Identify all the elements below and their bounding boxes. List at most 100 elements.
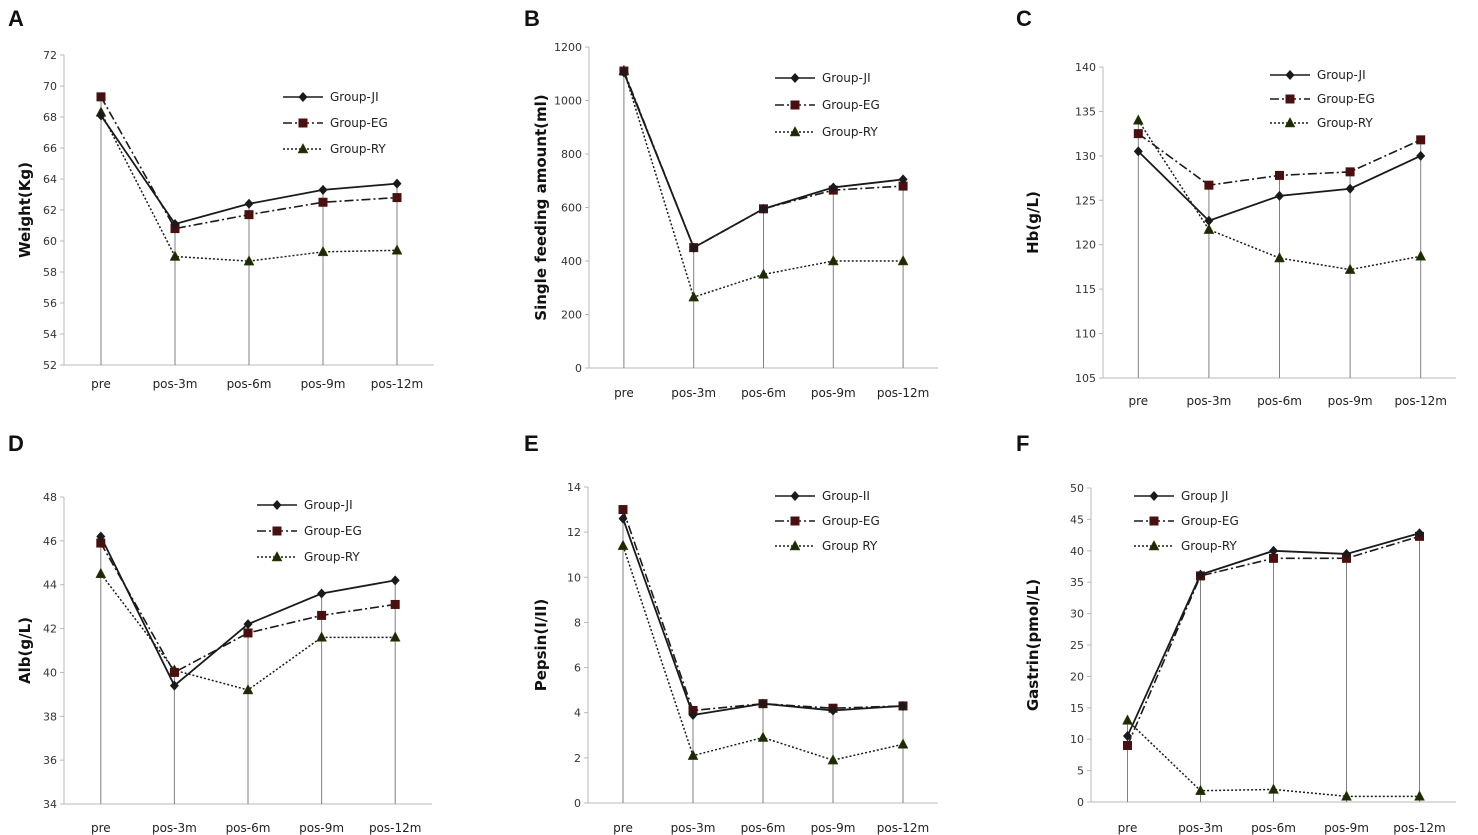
y-tick-label: 58 <box>43 266 57 279</box>
legend-label: Group RY <box>822 539 878 553</box>
data-point <box>391 244 403 255</box>
y-tick-label: 105 <box>1075 372 1096 385</box>
y-tick-label: 30 <box>1070 608 1084 621</box>
y-tick-label: 10 <box>567 571 581 584</box>
x-tick-label: pos-6m <box>226 821 271 835</box>
legend-marker <box>297 142 309 154</box>
x-tick-label: pos-12m <box>369 821 422 835</box>
y-tick-label: 56 <box>43 297 57 310</box>
y-tick-label: 34 <box>43 798 57 811</box>
y-tick-label: 0 <box>1077 796 1084 809</box>
x-tick-label: pos-12m <box>877 386 930 400</box>
y-tick-label: 6 <box>574 662 581 675</box>
data-point <box>1133 129 1143 139</box>
data-point <box>618 513 628 524</box>
data-point <box>688 291 700 302</box>
data-point <box>1416 150 1426 161</box>
data-point <box>828 705 838 716</box>
data-point <box>96 538 106 548</box>
legend-marker <box>790 100 800 110</box>
x-tick-label: pos-3m <box>1178 821 1223 835</box>
data-point <box>392 178 402 189</box>
panel-f: F 0 5 10 15 20 25 30 35 40 45 50 pre pos-3m pos-6m pos-… <box>1016 431 1456 835</box>
data-point <box>688 709 698 720</box>
data-point <box>1345 183 1355 194</box>
data-point <box>898 174 908 185</box>
panel-e: E 0 2 4 6 8 10 12 14 pre pos-3m pos-6m pos-9m pos-12m… <box>524 431 938 835</box>
data-point <box>1195 784 1206 795</box>
y-tick-label: 40 <box>43 666 57 679</box>
y-tick-label: 38 <box>43 710 57 723</box>
data-point <box>1415 528 1424 539</box>
data-point <box>1122 714 1133 725</box>
y-tick-label: 70 <box>43 80 57 93</box>
data-point <box>1123 740 1132 750</box>
y-tick-label: 115 <box>1075 283 1096 296</box>
y-tick-label: 68 <box>43 111 57 124</box>
data-point <box>1196 569 1205 580</box>
data-point <box>757 731 769 742</box>
y-tick-label: 54 <box>43 328 57 341</box>
data-point <box>1274 252 1285 263</box>
legend-marker <box>298 92 308 102</box>
data-point <box>828 182 838 193</box>
x-tick-label: pos-3m <box>671 386 716 400</box>
legend-marker <box>1284 116 1296 128</box>
y-tick-label: 4 <box>574 707 581 720</box>
data-point <box>244 198 254 209</box>
x-tick-label: pos-3m <box>152 821 197 835</box>
y-tick-label: 1000 <box>554 95 582 108</box>
data-point <box>170 218 180 229</box>
legend-marker <box>272 500 282 510</box>
y-tick-label: 20 <box>1070 670 1084 683</box>
y-tick-label: 25 <box>1070 639 1084 652</box>
y-tick-label: 10 <box>1070 733 1084 746</box>
y-tick-label: 40 <box>1070 545 1084 558</box>
y-tick-label: 60 <box>43 235 57 248</box>
x-tick-label: pos-3m <box>1186 394 1231 408</box>
data-point <box>169 667 179 677</box>
x-tick-label: pos-9m <box>299 821 344 835</box>
data-point <box>316 631 328 642</box>
data-point <box>390 599 400 609</box>
y-axis-label: Single feeding amount(ml) <box>532 94 550 320</box>
data-point <box>1204 180 1214 190</box>
legend-label: Group-EG <box>1317 92 1375 106</box>
legend-marker <box>1149 491 1159 501</box>
y-tick-label: 600 <box>561 202 582 215</box>
y-tick-label: 35 <box>1070 576 1084 589</box>
data-point <box>1269 545 1278 556</box>
data-point <box>1275 170 1284 180</box>
y-tick-label: 52 <box>43 359 57 372</box>
legend-label: Group-JI <box>330 90 379 104</box>
legend-marker <box>1148 539 1160 551</box>
data-point <box>897 738 909 749</box>
data-point <box>242 683 254 695</box>
y-tick-label: 400 <box>561 255 582 268</box>
data-point <box>317 610 327 620</box>
data-point <box>243 628 253 638</box>
y-tick-label: 14 <box>567 481 581 494</box>
y-tick-label: 42 <box>43 623 57 636</box>
legend-marker <box>1285 94 1295 104</box>
legend-label: Group JI <box>1181 489 1228 503</box>
data-point <box>318 197 328 207</box>
data-point <box>898 181 908 191</box>
x-tick-label: pos-12m <box>1394 394 1447 408</box>
legend-marker <box>789 539 801 551</box>
data-point <box>392 193 402 203</box>
series-line-group-eg <box>622 509 904 712</box>
legend-label: Group-RY <box>330 142 386 156</box>
legend-label: Group-JI <box>822 71 871 85</box>
y-tick-label: 48 <box>43 491 57 504</box>
y-tick-label: 130 <box>1075 150 1096 163</box>
x-tick-label: pos-12m <box>877 821 930 835</box>
legend-marker <box>298 118 308 128</box>
data-point <box>96 92 106 102</box>
data-point <box>1275 190 1284 201</box>
data-point <box>618 505 628 515</box>
legend-label: Group-EG <box>330 116 388 130</box>
x-tick-label: pre <box>1118 821 1138 835</box>
y-tick-label: 0 <box>575 362 582 375</box>
